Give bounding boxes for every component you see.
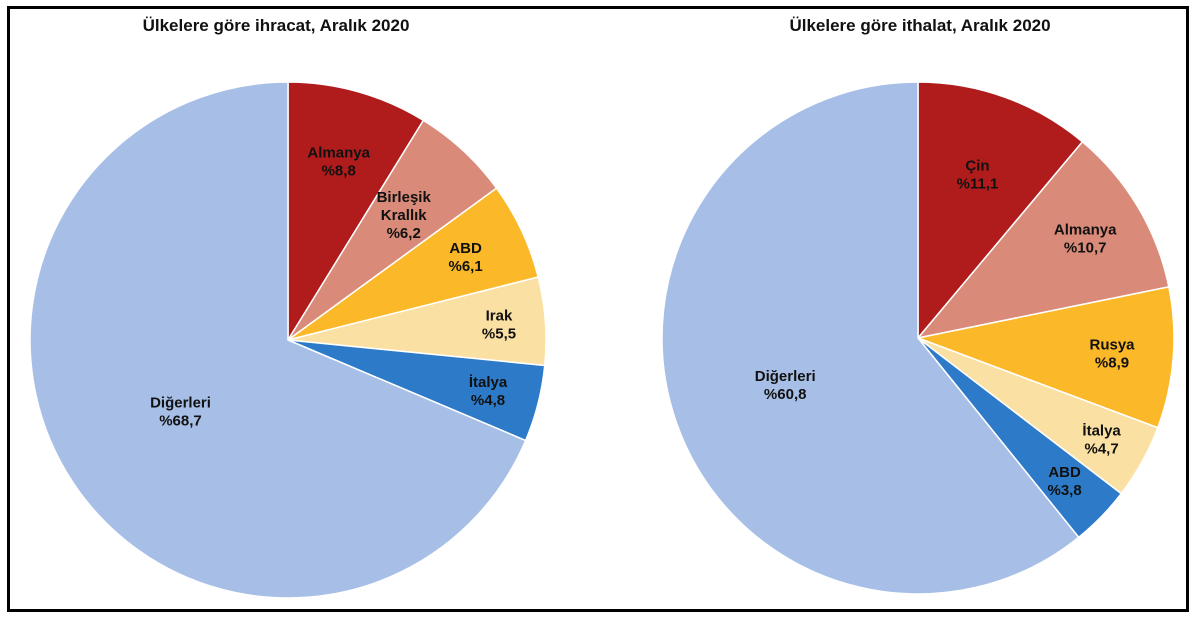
slice-label-almanya: Almanya %10,7 <box>1054 221 1117 256</box>
import-chart-title: Ülkelere göre ithalat, Aralık 2020 <box>789 16 1051 35</box>
slice-label-italya: İtalya %4,7 <box>1082 423 1121 458</box>
slice-label-abd: ABD %3,8 <box>1047 464 1081 499</box>
slice-label-cin: Çin %11,1 <box>957 157 999 192</box>
import-pie: Çin %11,1 Almanya %10,7 Rusya %8,9 İtalya %4,7A… <box>661 81 1175 595</box>
pie-slice-digerleri <box>661 81 1080 595</box>
slice-label-digerleri: Diğerleri %68,7 <box>150 394 211 429</box>
slice-label-digerleri: Diğerleri %60,8 <box>755 368 816 403</box>
export-chart-title: Ülkelere göre ihracat, Aralık 2020 <box>142 16 410 35</box>
slice-label-irak: Irak %5,5 <box>482 307 516 342</box>
pie-slice-digerleri <box>29 81 527 599</box>
slice-label-rusya: Rusya %8,9 <box>1089 336 1135 371</box>
slice-label-abd: ABD %6,1 <box>448 240 482 275</box>
pie-slice-almanya <box>916 140 1170 340</box>
pie-slice-rusya <box>915 285 1175 429</box>
slice-label-italya: İtalya %4,8 <box>469 374 508 409</box>
slice-label-almanya: Almanya %8,8 <box>307 144 370 179</box>
pie-slice-cin <box>917 81 1084 341</box>
pie-slice-almanya <box>287 81 425 343</box>
slice-label-birlesik-krallik: Birleşik Krallık %6,2 <box>377 189 432 242</box>
